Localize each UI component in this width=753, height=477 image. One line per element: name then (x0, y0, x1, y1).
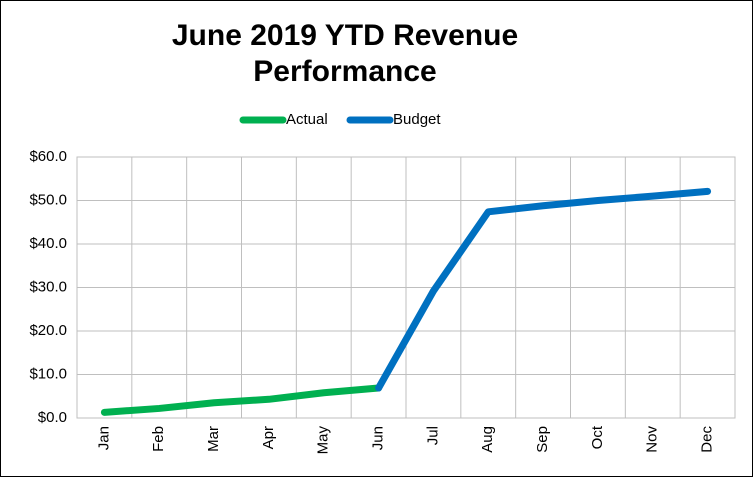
x-tick-label: Oct (589, 425, 606, 449)
y-tick-label: $60.0 (29, 148, 67, 165)
y-tick-label: $50.0 (29, 191, 67, 208)
x-tick-label: Jan (95, 426, 112, 450)
x-tick-label: Feb (150, 426, 167, 452)
series-line (100, 384, 383, 416)
x-tick-label: May (315, 426, 332, 455)
x-tick-label: Sep (534, 426, 551, 453)
series-line (375, 187, 712, 392)
y-tick-label: $40.0 (29, 235, 67, 252)
y-tick-label: $30.0 (29, 278, 67, 295)
y-tick-label: $20.0 (29, 322, 67, 339)
x-tick-label: Dec (699, 426, 716, 453)
plot-border (76, 156, 736, 419)
x-tick-label: Aug (479, 426, 496, 453)
x-tick-label: Jul (424, 426, 441, 445)
x-tick-label: Mar (205, 426, 222, 452)
legend-label: Budget (393, 111, 441, 128)
x-tick-label: Jun (370, 426, 387, 450)
chart-title: June 2019 YTD Revenue Performance (171, 19, 519, 88)
x-tick-label: Apr (260, 426, 277, 449)
x-tick-label: Nov (644, 426, 661, 453)
legend-label: Actual (286, 111, 328, 128)
y-tick-label: $10.0 (29, 365, 67, 382)
y-tick-label: $0.0 (38, 409, 67, 426)
